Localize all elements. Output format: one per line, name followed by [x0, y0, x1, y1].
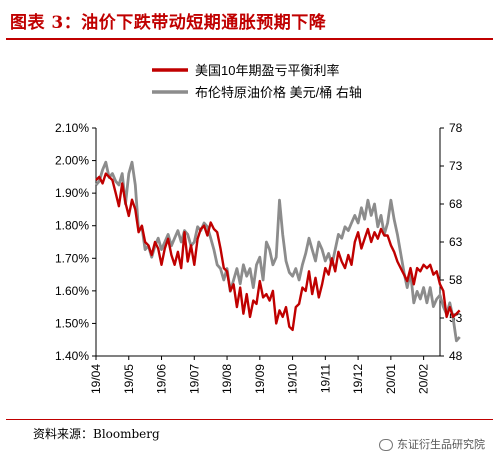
right-tick-label: 58: [449, 273, 463, 287]
left-tick-label: 1.50%: [55, 316, 89, 330]
left-tick-label: 2.10%: [55, 121, 89, 135]
source-divider: [6, 419, 493, 420]
wechat-icon: [379, 439, 393, 452]
watermark-label: 东证衍生品研究院: [397, 439, 485, 451]
right-tick-label: 73: [449, 159, 463, 173]
left-tick-label: 1.80%: [55, 219, 89, 233]
left-tick-label: 1.70%: [55, 251, 89, 265]
x-tick-label: 19/07: [187, 364, 201, 394]
source-note: 资料来源：Bloomberg: [33, 427, 160, 441]
title-divider: [6, 38, 493, 40]
left-tick-label: 1.60%: [55, 284, 89, 298]
left-tick-label: 2.00%: [55, 154, 89, 168]
x-tick-label: 19/09: [253, 364, 267, 394]
x-tick-label: 19/08: [220, 364, 234, 394]
series-breakeven-rate-line: [95, 172, 461, 332]
x-tick-label: 19/12: [351, 364, 365, 394]
x-tick-label: 19/06: [155, 364, 169, 394]
x-tick-label: 20/02: [417, 364, 431, 394]
x-tick-label: 19/10: [286, 364, 300, 394]
legend-label-1: 美国10年期盈亏平衡利率: [195, 63, 339, 78]
series-brent-oil-line: [94, 160, 461, 343]
right-tick-label: 78: [449, 121, 463, 135]
x-tick-label: 19/04: [89, 364, 103, 394]
x-tick-label: 19/11: [318, 364, 332, 393]
right-tick-label: 68: [449, 197, 463, 211]
left-tick-label: 1.90%: [55, 186, 89, 200]
chart-title: 图表 3：油价下跌带动短期通胀预期下降: [10, 13, 327, 33]
right-tick-label: 48: [449, 349, 463, 363]
left-tick-label: 1.40%: [55, 349, 89, 363]
x-tick-label: 19/05: [122, 364, 136, 394]
right-tick-label: 63: [449, 235, 463, 249]
x-tick-label: 20/01: [384, 364, 398, 394]
watermark: 东证衍生品研究院: [379, 436, 485, 452]
legend-label-2: 布伦特原油价格 美元/桶 右轴: [195, 85, 362, 100]
